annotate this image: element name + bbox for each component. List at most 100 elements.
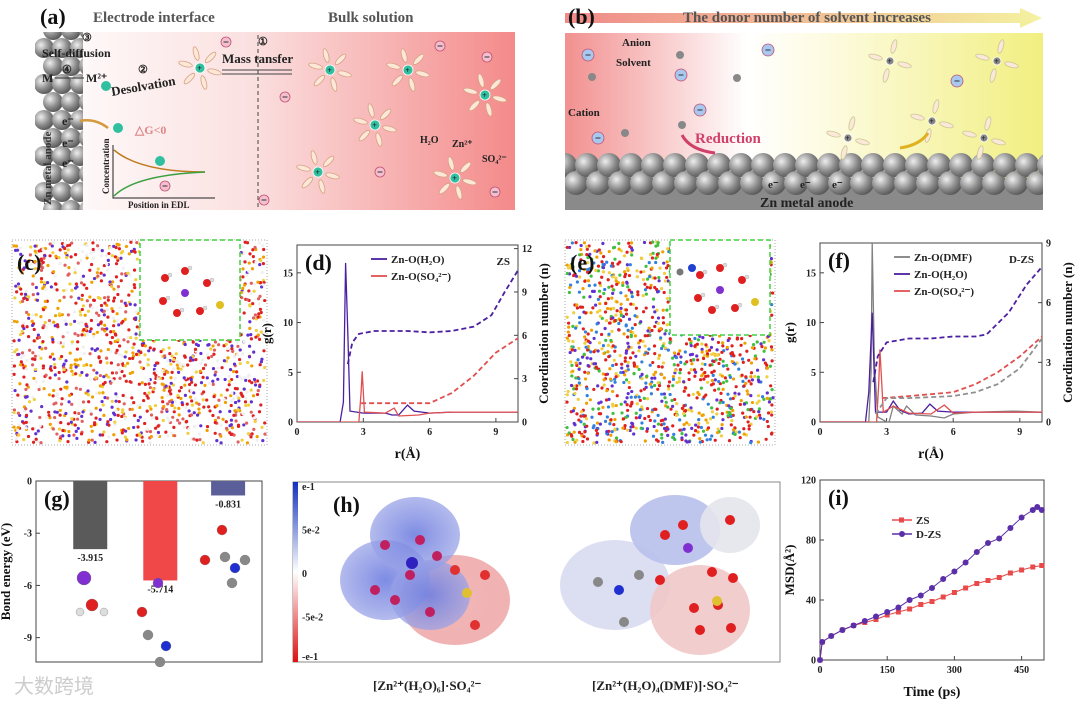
solvent-molecule [882,68,890,83]
atom [687,371,691,375]
atom [770,302,774,307]
atom [104,373,108,377]
atom [623,400,627,404]
self-diffusion-label: Self-diffusion [42,46,111,60]
atom [683,350,687,354]
atom [588,398,592,402]
atom [95,319,99,323]
atom [62,289,66,293]
atom [35,298,40,302]
atom [177,370,181,374]
atom [85,363,89,367]
atom [121,408,125,412]
molecule-atom [219,551,231,563]
zn-atom [52,182,72,202]
atom [132,283,136,287]
atom [770,388,774,392]
y-tick-label: 80 [806,536,816,547]
atom [112,319,117,323]
atom [134,332,138,336]
atom [86,389,90,393]
atom [238,375,242,379]
atom [242,251,246,255]
atom [682,411,686,416]
zn-atom [674,171,698,195]
solvent-molecule [386,62,401,70]
data-point [906,597,913,603]
atom [88,377,93,381]
atom [60,313,65,317]
atom [219,441,223,445]
atom [58,439,62,443]
atom [575,412,579,416]
atom [565,400,569,404]
atom [657,279,661,283]
atom [207,405,211,409]
x-tick-label: 9 [493,427,498,438]
atom [262,349,266,353]
rdf-line [820,349,1042,422]
solvent-molecule [826,130,841,138]
atom [66,313,71,317]
atom [721,387,725,391]
atom [567,333,571,338]
zn-atom [52,146,72,166]
atom [607,332,611,336]
atom [567,339,571,343]
atom [53,373,57,377]
atom [699,386,703,390]
atom [189,437,193,441]
atom [755,368,760,372]
atom [654,438,659,442]
atom [58,261,62,266]
atom [63,251,68,255]
solvent-molecule [989,68,997,83]
atom [79,432,84,436]
atom [664,400,668,404]
cation [588,73,596,81]
atom [91,256,95,260]
atom [611,404,615,408]
atom [173,399,177,403]
atom [18,363,23,367]
atom [135,240,139,245]
atom [622,254,627,258]
atom [570,363,574,367]
atom [747,427,751,431]
atom [583,330,588,334]
atom [209,347,213,351]
edl-inset: Concentration Position in EDL [101,139,215,210]
oxygen-atom [694,294,702,302]
atom [73,411,77,415]
atom [601,263,605,267]
atom [134,316,138,320]
atom [101,391,105,395]
atom [594,365,598,369]
atom [666,384,671,388]
atom [696,338,700,342]
atom [574,361,578,365]
atom [630,295,634,299]
atom [58,299,62,303]
atom [43,299,48,304]
atom [648,252,653,257]
atom [666,348,670,352]
atom [21,299,25,303]
atom [96,274,100,278]
atom [687,440,691,444]
atom [703,370,707,375]
atom [249,291,253,295]
solvent-molecule [178,60,193,68]
atom [695,354,699,358]
atom [604,358,608,362]
atom [635,269,639,273]
atom [150,416,155,420]
molecule-atom [154,656,166,668]
oxygen-atom [707,567,717,577]
atom [167,346,171,350]
atom [675,380,679,385]
atom [148,441,152,445]
legend-marker [899,531,905,537]
atom [606,350,610,354]
atom [58,248,62,252]
